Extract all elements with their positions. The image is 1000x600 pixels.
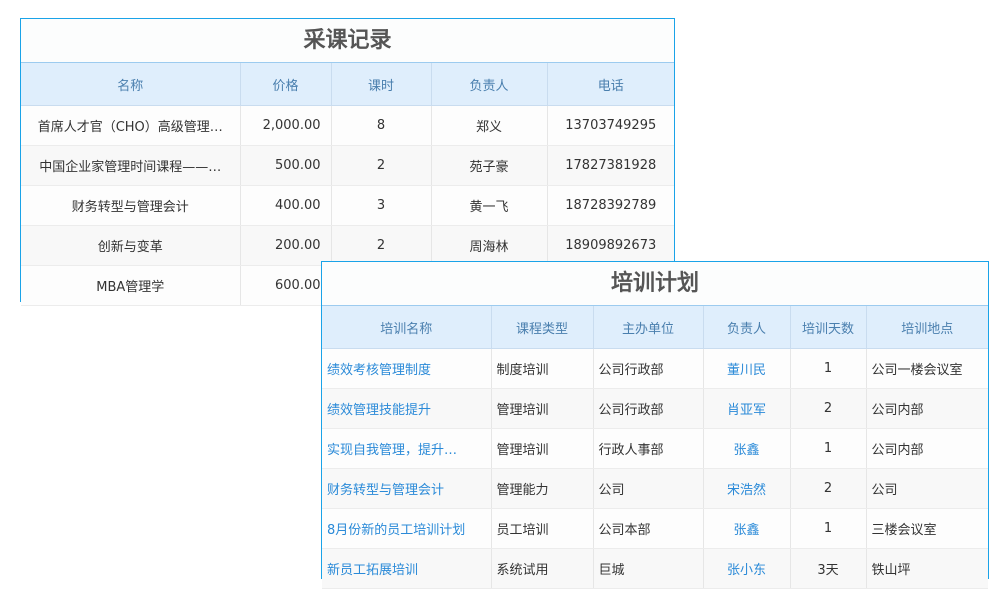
table-cell: 1 <box>790 348 867 389</box>
table-cell[interactable]: 绩效管理技能提升 <box>322 388 492 429</box>
table-cell: 公司内部 <box>866 428 988 469</box>
table-cell[interactable]: 8月份新的员工培训计划 <box>322 508 492 549</box>
column-header[interactable]: 课程类型 <box>491 306 594 349</box>
table-cell: 2 <box>790 388 867 429</box>
table-cell: 2 <box>331 225 432 266</box>
table-cell: 1 <box>790 508 867 549</box>
table-cell: 公司本部 <box>593 508 704 549</box>
column-header[interactable]: 电话 <box>547 63 674 106</box>
table-cell: 2,000.00 <box>240 105 332 146</box>
table-cell: 行政人事部 <box>593 428 704 469</box>
table-cell[interactable]: 董川民 <box>703 348 791 389</box>
column-header[interactable]: 课时 <box>331 63 432 106</box>
column-header[interactable]: 培训地点 <box>866 306 988 349</box>
table-cell: 400.00 <box>240 185 332 226</box>
table-cell: 铁山坪 <box>866 548 988 589</box>
table-row[interactable]: 中国企业家管理时间课程——… 500.00 2 苑子豪 17827381928 <box>21 145 674 186</box>
table-cell: 制度培训 <box>491 348 594 389</box>
table-cell: 员工培训 <box>491 508 594 549</box>
training-plan-table: 培训名称 课程类型 主办单位 负责人 培训天数 培训地点 绩效考核管理制度 制度培训 公司行政… <box>322 306 988 589</box>
table-cell: 巨城 <box>593 548 704 589</box>
table-cell: 600.00 <box>240 265 332 306</box>
table-cell[interactable]: 张鑫 <box>703 428 791 469</box>
table-cell: 18728392789 <box>547 185 674 226</box>
table-row[interactable]: 财务转型与管理会计 400.00 3 黄一飞 18728392789 <box>21 185 674 226</box>
table-row[interactable]: 新员工拓展培训 系统试用 巨城 张小东 3天 铁山坪 <box>322 548 988 589</box>
column-header[interactable]: 价格 <box>240 63 332 106</box>
column-header[interactable]: 负责人 <box>431 63 548 106</box>
table-cell: 500.00 <box>240 145 332 186</box>
purchase-records-panel: 采课记录 名称 价格 课时 负责人 电话 首席人才官（CHO）高级管理… 2,000.00… <box>20 18 675 306</box>
training-plan-title: 培训计划 <box>322 262 988 306</box>
column-header[interactable]: 名称 <box>21 63 241 106</box>
table-cell: 首席人才官（CHO）高级管理… <box>21 105 241 146</box>
table-cell: 管理培训 <box>491 428 594 469</box>
table-row[interactable]: 8月份新的员工培训计划 员工培训 公司本部 张鑫 1 三楼会议室 <box>322 508 988 549</box>
table-row[interactable]: 绩效管理技能提升 管理培训 公司行政部 肖亚军 2 公司内部 <box>322 388 988 429</box>
table-cell[interactable]: 绩效考核管理制度 <box>322 348 492 389</box>
table-cell: 8 <box>331 105 432 146</box>
table-cell: 管理能力 <box>491 468 594 509</box>
table-cell: 系统试用 <box>491 548 594 589</box>
table-cell: 18909892673 <box>547 225 674 266</box>
table-cell: 3 <box>331 185 432 226</box>
table-cell: 周海林 <box>431 225 548 266</box>
table-cell: 公司内部 <box>866 388 988 429</box>
table-cell: 3天 <box>790 548 867 589</box>
table-cell: 财务转型与管理会计 <box>21 185 241 226</box>
table-cell[interactable]: 张小东 <box>703 548 791 589</box>
table-row[interactable]: 绩效考核管理制度 制度培训 公司行政部 董川民 1 公司一楼会议室 <box>322 348 988 389</box>
table-cell: 2 <box>790 468 867 509</box>
table-cell: 1 <box>790 428 867 469</box>
table-cell: 公司 <box>866 468 988 509</box>
table-cell: 公司 <box>593 468 704 509</box>
table-cell[interactable]: 张鑫 <box>703 508 791 549</box>
table-cell: 管理培训 <box>491 388 594 429</box>
table-cell: 创新与变革 <box>21 225 241 266</box>
table-cell: 17827381928 <box>547 145 674 186</box>
table-cell[interactable]: 财务转型与管理会计 <box>322 468 492 509</box>
table-cell: 郑义 <box>431 105 548 146</box>
table-cell: 公司行政部 <box>593 348 704 389</box>
table-row[interactable]: 财务转型与管理会计 管理能力 公司 宋浩然 2 公司 <box>322 468 988 509</box>
table-cell: 公司一楼会议室 <box>866 348 988 389</box>
table-cell[interactable]: 新员工拓展培训 <box>322 548 492 589</box>
table-cell[interactable]: 肖亚军 <box>703 388 791 429</box>
column-header[interactable]: 负责人 <box>703 306 791 349</box>
training-plan-panel: 培训计划 培训名称 课程类型 主办单位 负责人 培训天数 培训地点 绩效考核管理制度 制度培… <box>321 261 989 589</box>
table-cell: 苑子豪 <box>431 145 548 186</box>
table-cell[interactable]: 实现自我管理，提升… <box>322 428 492 469</box>
table-cell: MBA管理学 <box>21 265 241 306</box>
table-cell[interactable]: 宋浩然 <box>703 468 791 509</box>
table-cell: 13703749295 <box>547 105 674 146</box>
table-cell: 黄一飞 <box>431 185 548 226</box>
table-row[interactable]: 实现自我管理，提升… 管理培训 行政人事部 张鑫 1 公司内部 <box>322 428 988 469</box>
table-row[interactable]: 创新与变革 200.00 2 周海林 18909892673 <box>21 225 674 266</box>
column-header[interactable]: 主办单位 <box>593 306 704 349</box>
table-cell: 中国企业家管理时间课程——… <box>21 145 241 186</box>
table-cell: 三楼会议室 <box>866 508 988 549</box>
table-cell: 公司行政部 <box>593 388 704 429</box>
table-row[interactable]: 首席人才官（CHO）高级管理… 2,000.00 8 郑义 13703749295 <box>21 105 674 146</box>
column-header[interactable]: 培训天数 <box>790 306 867 349</box>
column-header[interactable]: 培训名称 <box>322 306 492 349</box>
purchase-records-title: 采课记录 <box>21 19 674 63</box>
table-cell: 200.00 <box>240 225 332 266</box>
table-cell: 2 <box>331 145 432 186</box>
